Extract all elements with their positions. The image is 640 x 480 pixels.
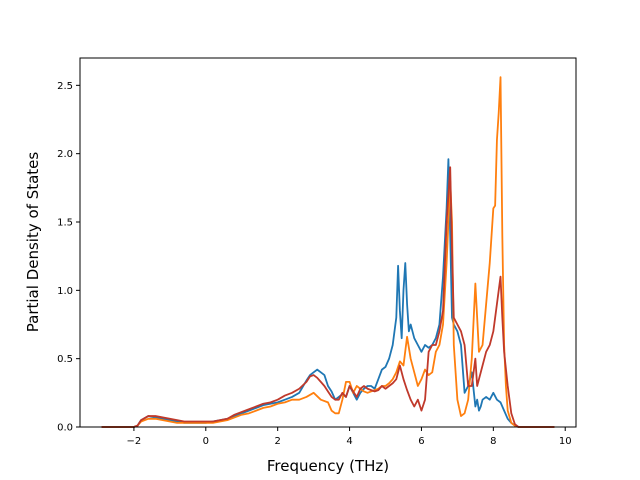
plot-frame bbox=[79, 57, 577, 428]
x-axis-label: Frequency (THz) bbox=[267, 457, 389, 475]
y-axis-ticks: 0.0 0.5 1.0 1.5 2.0 2.5 bbox=[57, 81, 80, 434]
y-axis-label: Partial Density of States bbox=[24, 152, 42, 333]
x-tick-label: 8 bbox=[490, 436, 496, 447]
y-tick-label: 0.5 bbox=[57, 354, 73, 365]
x-tick-label: 4 bbox=[346, 436, 352, 447]
y-tick-label: 1.0 bbox=[57, 286, 73, 297]
y-tick-label: 0.0 bbox=[57, 423, 73, 434]
series-line-2 bbox=[101, 76, 555, 428]
plot-background bbox=[80, 58, 576, 427]
x-tick-label: 2 bbox=[274, 436, 280, 447]
x-axis-ticks: −2 0 2 4 6 8 10 bbox=[127, 427, 572, 447]
y-tick-label: 1.5 bbox=[57, 218, 73, 229]
x-tick-label: 10 bbox=[559, 436, 572, 447]
y-tick-label: 2.5 bbox=[57, 81, 73, 92]
x-tick-label: 0 bbox=[203, 436, 209, 447]
x-tick-label: 6 bbox=[418, 436, 424, 447]
y-tick-label: 2.0 bbox=[57, 149, 73, 160]
series-line-3 bbox=[101, 166, 555, 428]
x-tick-label: −2 bbox=[127, 436, 142, 447]
series-layer bbox=[101, 76, 555, 428]
